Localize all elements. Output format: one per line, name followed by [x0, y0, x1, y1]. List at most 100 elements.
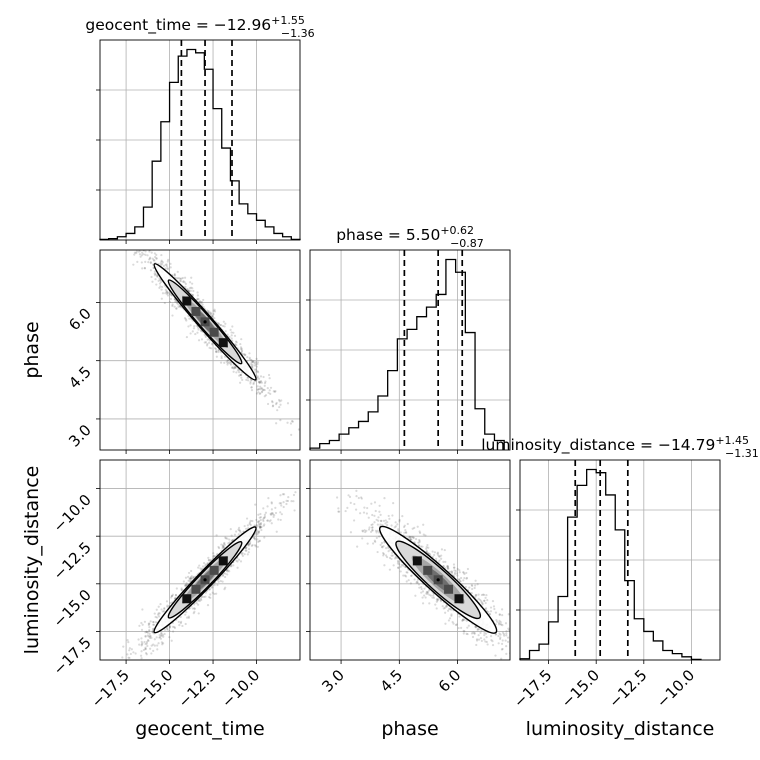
sample-point — [477, 634, 480, 637]
sample-point — [187, 615, 190, 618]
sample-point — [173, 274, 176, 277]
sample-point — [376, 523, 379, 526]
sample-point — [436, 599, 439, 602]
sample-point — [162, 264, 165, 268]
sample-point — [210, 586, 213, 589]
sample-point — [142, 253, 145, 256]
sample-point — [138, 247, 140, 249]
sample-point — [522, 623, 524, 625]
sample-point — [497, 634, 500, 638]
sample-point — [197, 339, 201, 342]
sample-point — [280, 399, 283, 402]
sample-point — [156, 648, 159, 651]
sample-point — [428, 602, 431, 605]
sample-point — [256, 538, 259, 541]
sample-point — [133, 247, 135, 249]
sample-point — [375, 518, 378, 521]
sample-point — [505, 632, 508, 635]
sample-point — [239, 342, 242, 346]
sample-point — [427, 589, 431, 592]
sample-point — [143, 640, 146, 644]
sample-point — [435, 607, 438, 610]
sample-point — [166, 260, 169, 263]
sample-point — [233, 366, 237, 369]
sample-point — [228, 361, 231, 364]
sample-point — [201, 303, 204, 306]
sample-point — [262, 507, 265, 510]
sample-point — [217, 322, 220, 325]
sample-point — [245, 549, 248, 552]
sample-point — [213, 310, 217, 313]
sample-point — [188, 607, 191, 610]
sample-point — [292, 500, 295, 503]
sample-point — [290, 433, 293, 436]
sample-point — [418, 531, 422, 534]
sample-point — [477, 638, 481, 641]
sample-point — [375, 531, 378, 534]
histogram-phase — [309, 258, 505, 450]
sample-point — [381, 546, 384, 549]
sample-point — [418, 538, 421, 542]
sample-point — [227, 542, 230, 545]
sample-point — [445, 605, 448, 608]
sample-point — [498, 619, 501, 622]
sample-point — [233, 533, 237, 536]
sample-point — [422, 523, 425, 526]
sample-point — [175, 307, 178, 310]
sample-point — [200, 330, 203, 333]
sample-point — [463, 618, 466, 621]
sample-point — [399, 570, 402, 573]
sample-point — [448, 607, 451, 610]
sample-point — [382, 544, 385, 548]
sample-point — [249, 382, 252, 385]
sample-point — [155, 616, 159, 619]
sample-point — [229, 565, 232, 568]
sample-point — [259, 512, 262, 516]
sample-point — [393, 557, 397, 560]
sample-point — [222, 544, 225, 547]
sample-point — [290, 500, 293, 503]
sample-point — [387, 547, 390, 550]
sample-point — [213, 584, 216, 587]
sample-point — [159, 637, 163, 640]
sample-point — [455, 623, 458, 626]
sample-point — [153, 252, 156, 255]
sample-point — [390, 557, 393, 561]
sample-point — [254, 361, 257, 364]
sample-point — [396, 559, 400, 562]
sample-point — [155, 257, 158, 260]
sample-point — [271, 405, 274, 408]
sample-point — [453, 571, 457, 575]
sample-point — [262, 375, 265, 379]
sample-point — [191, 330, 194, 333]
sample-point — [197, 566, 200, 569]
sample-point — [501, 639, 504, 642]
sample-point — [165, 292, 169, 296]
sample-point — [394, 555, 398, 558]
sample-point — [133, 244, 135, 246]
sample-point — [449, 607, 452, 611]
sample-point — [388, 556, 392, 560]
sample-point — [162, 609, 166, 613]
sample-point — [153, 272, 156, 275]
sample-point — [189, 289, 192, 293]
sample-point — [153, 255, 157, 259]
sample-point — [373, 514, 376, 517]
sample-point — [258, 540, 261, 543]
sample-point — [197, 599, 200, 602]
sample-point — [435, 557, 438, 560]
sample-point — [257, 377, 261, 380]
sample-point — [256, 388, 259, 391]
sample-point — [128, 649, 131, 652]
sample-point — [235, 371, 238, 374]
sample-point — [262, 518, 265, 521]
sample-point — [153, 644, 156, 647]
sample-point — [240, 376, 243, 379]
sample-point — [149, 647, 152, 650]
sample-point — [478, 628, 481, 631]
sample-point — [250, 378, 253, 382]
sample-point — [212, 555, 215, 558]
sample-point — [384, 519, 387, 522]
sample-point — [361, 529, 364, 532]
sample-point — [166, 628, 169, 631]
